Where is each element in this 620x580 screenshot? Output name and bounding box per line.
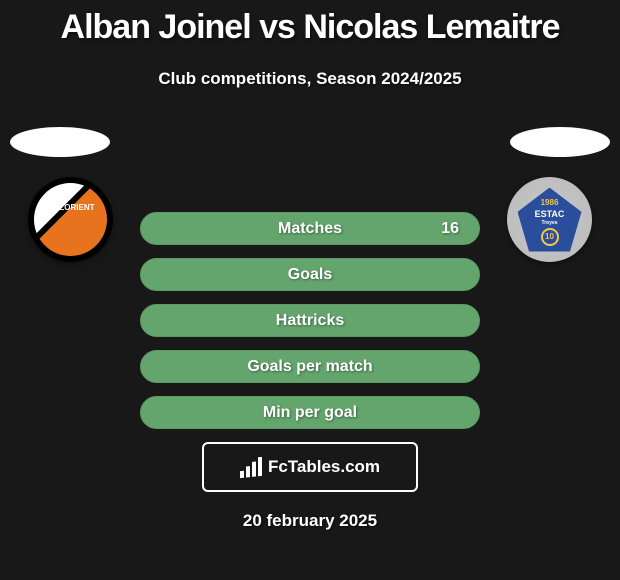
troyes-sub-label: Troyes	[541, 220, 557, 226]
lorient-badge-text: FC LORIENT	[28, 203, 113, 212]
brand-box: FcTables.com	[202, 442, 418, 492]
troyes-number: 10	[541, 228, 559, 246]
troyes-year: 1986	[541, 198, 559, 207]
subtitle: Club competitions, Season 2024/2025	[0, 69, 620, 89]
troyes-badge-inner: 1986 ESTAC Troyes 10	[518, 188, 582, 252]
date: 20 february 2025	[0, 511, 620, 531]
comparison-infographic: Alban Joinel vs Nicolas Lemaitre Club co…	[0, 0, 620, 580]
stat-right-value: 16	[441, 212, 459, 245]
stat-label: Hattricks	[276, 304, 344, 337]
lorient-badge-inner	[34, 183, 107, 256]
stat-row-goals-per-match: Goals per match	[140, 350, 480, 383]
team-badge-left: FC LORIENT	[28, 177, 113, 262]
stats-area: FC LORIENT 1986 ESTAC Troyes 10 Matches …	[0, 127, 620, 531]
stat-row-matches: Matches 16	[140, 212, 480, 245]
stat-label: Matches	[278, 212, 342, 245]
brand-text: FcTables.com	[268, 457, 380, 477]
bars-icon	[240, 456, 262, 477]
player-photo-left	[10, 127, 110, 157]
stat-label: Goals per match	[247, 350, 372, 383]
stat-row-goals: Goals	[140, 258, 480, 291]
stat-label: Goals	[288, 258, 332, 291]
stat-row-hattricks: Hattricks	[140, 304, 480, 337]
brand-logo: FcTables.com	[240, 457, 380, 477]
stat-label: Min per goal	[263, 396, 357, 429]
team-badge-right: 1986 ESTAC Troyes 10	[507, 177, 592, 262]
stat-row-min-per-goal: Min per goal	[140, 396, 480, 429]
page-title: Alban Joinel vs Nicolas Lemaitre	[0, 0, 620, 47]
troyes-estac-label: ESTAC	[535, 209, 565, 219]
player-photo-right	[510, 127, 610, 157]
